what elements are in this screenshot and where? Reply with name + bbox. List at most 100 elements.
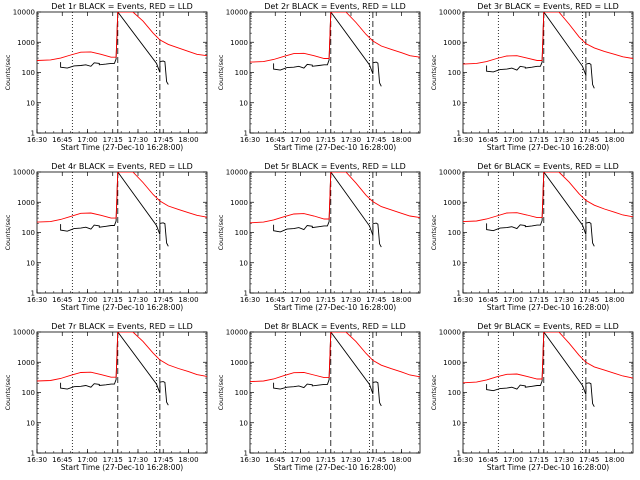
y-tick-label: 100 [235,229,248,237]
panel-title: Det 2r BLACK = Events, RED = LLD [264,2,406,11]
y-axis-label: Counts/sec [217,214,225,250]
x-axis-label: Start Time (27-Dec-10 16:28:00) [61,463,183,472]
y-tick-label: 100 [235,69,248,77]
x-tick-label: 17:00 [290,296,310,304]
x-tick-label: 17:15 [316,456,336,464]
detector-panel: Det 2r BLACK = Events, RED = LLD 16:30 16:… [217,2,421,152]
x-tick-label: 17:30 [128,136,148,144]
lld-series-line [250,172,420,224]
y-tick-label: 10 [239,99,248,107]
x-tick-label: 18:00 [178,136,198,144]
events-series-line [486,172,595,247]
y-tick-label: 10 [239,259,248,267]
y-tick-label: 1000 [230,359,248,367]
x-tick-label: 16:30 [27,296,47,304]
plot-frame [36,331,208,454]
x-tick-label: 16:30 [240,136,260,144]
y-tick-label: 1 [457,450,461,458]
events-series-line [60,172,169,247]
plot-frame [462,171,634,294]
x-tick-label: 17:15 [529,296,549,304]
x-tick-label: 18:00 [391,296,411,304]
detector-panel: Det 3r BLACK = Events, RED = LLD 16:30 16:… [430,2,634,152]
panel-title: Det 7r BLACK = Events, RED = LLD [51,322,193,331]
x-tick-label: 16:45 [478,296,498,304]
x-tick-label: 17:15 [103,136,123,144]
x-tick-label: 17:45 [153,136,173,144]
panel-title: Det 8r BLACK = Events, RED = LLD [264,322,406,331]
detector-panel: Det 1r BLACK = Events, RED = LLD 16:30 16:… [4,2,208,152]
panel-title: Det 4r BLACK = Events, RED = LLD [51,162,193,171]
x-tick-label: 17:45 [153,456,173,464]
lld-series-line [37,12,207,61]
x-tick-label: 17:45 [366,136,386,144]
x-tick-label: 17:45 [579,136,599,144]
x-tick-label: 17:30 [554,136,574,144]
x-tick-label: 16:45 [265,456,285,464]
x-tick-label: 18:00 [604,296,624,304]
y-tick-label: 10000 [439,329,461,337]
plot-frame [36,11,208,134]
x-tick-label: 17:45 [366,296,386,304]
y-tick-label: 100 [448,389,461,397]
detector-panel: Det 6r BLACK = Events, RED = LLD 16:30 16:… [430,162,634,312]
x-tick-label: 16:30 [240,296,260,304]
x-tick-label: 16:45 [265,136,285,144]
plot-frame [249,171,421,294]
x-tick-label: 17:45 [366,456,386,464]
y-axis-label: Counts/sec [4,374,12,410]
y-axis-label: Counts/sec [4,54,12,90]
y-tick-label: 1000 [17,199,35,207]
y-tick-label: 1 [31,290,35,298]
y-tick-label: 100 [235,389,248,397]
x-axis-label: Start Time (27-Dec-10 16:28:00) [487,303,609,312]
x-tick-label: 17:30 [341,296,361,304]
y-tick-label: 10000 [13,169,35,177]
events-series-line [60,12,169,85]
y-axis-label: Counts/sec [430,54,438,90]
y-axis-label: Counts/sec [217,374,225,410]
panel-title: Det 6r BLACK = Events, RED = LLD [477,162,619,171]
y-tick-label: 10000 [226,169,248,177]
y-tick-label: 100 [448,229,461,237]
panel-title: Det 3r BLACK = Events, RED = LLD [477,2,619,11]
x-tick-label: 16:45 [478,136,498,144]
events-series-line [486,332,595,407]
x-tick-label: 17:30 [341,456,361,464]
detector-panel: Det 7r BLACK = Events, RED = LLD 16:30 16:… [4,322,208,472]
y-tick-label: 1 [31,130,35,138]
x-tick-label: 16:30 [240,456,260,464]
x-tick-label: 17:15 [316,136,336,144]
y-tick-label: 1 [457,290,461,298]
x-axis-label: Start Time (27-Dec-10 16:28:00) [61,303,183,312]
y-tick-label: 10 [26,259,35,267]
x-tick-label: 17:30 [341,136,361,144]
y-tick-label: 1 [244,290,248,298]
x-tick-label: 17:00 [290,456,310,464]
x-axis-label: Start Time (27-Dec-10 16:28:00) [274,303,396,312]
y-tick-label: 10000 [13,9,35,17]
x-tick-label: 17:15 [529,136,549,144]
x-tick-label: 18:00 [391,136,411,144]
detector-panel: Det 9r BLACK = Events, RED = LLD 16:30 16:… [430,322,634,472]
y-tick-label: 10000 [439,9,461,17]
y-tick-label: 100 [22,389,35,397]
x-tick-label: 16:30 [453,456,473,464]
plot-frame [249,331,421,454]
x-tick-label: 16:45 [52,456,72,464]
x-tick-label: 18:00 [604,456,624,464]
x-tick-label: 18:00 [178,456,198,464]
y-tick-label: 10 [452,259,461,267]
x-axis-label: Start Time (27-Dec-10 16:28:00) [274,143,396,152]
detector-panel: Det 4r BLACK = Events, RED = LLD 16:30 16:… [4,162,208,312]
lld-series-line [37,332,207,382]
y-tick-label: 10 [239,419,248,427]
y-tick-label: 10000 [13,329,35,337]
y-axis-label: Counts/sec [4,214,12,250]
y-tick-label: 100 [448,69,461,77]
x-tick-label: 18:00 [178,296,198,304]
x-tick-label: 16:45 [52,296,72,304]
detector-panel: Det 8r BLACK = Events, RED = LLD 16:30 16:… [217,322,421,472]
y-tick-label: 100 [22,69,35,77]
lld-series-line [250,12,420,63]
